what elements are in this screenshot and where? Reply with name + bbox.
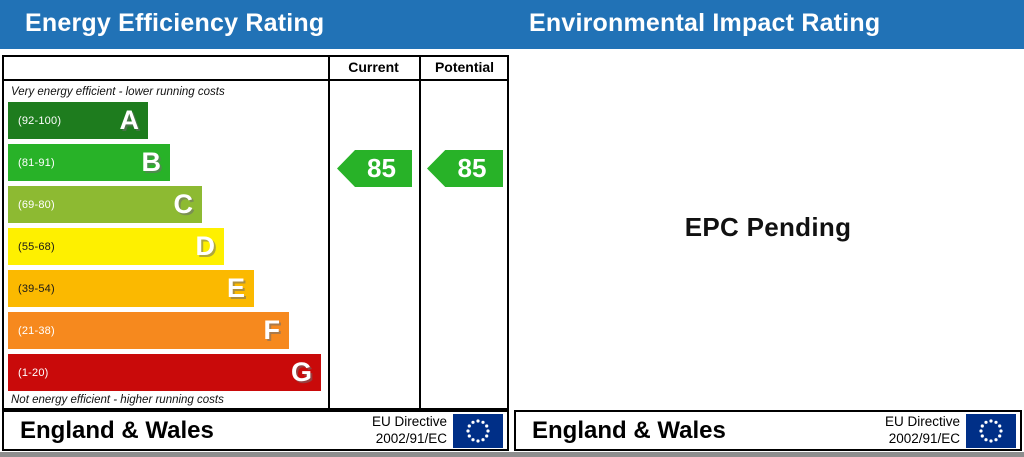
region-label: England & Wales	[20, 417, 214, 444]
footer-right: England & Wales EU Directive 2002/91/EC	[514, 410, 1022, 451]
bottom-shadow-strip	[0, 452, 1024, 457]
band-range-label: (39-54)	[18, 282, 55, 295]
band-D: (55-68) D	[8, 228, 224, 265]
band-letter: F	[263, 315, 281, 345]
band-A: (92-100) A	[8, 102, 148, 139]
eu-directive-label: EU Directive 2002/91/EC	[885, 414, 960, 447]
eu-directive-line2: 2002/91/EC	[888, 430, 960, 446]
potential-rating-arrow: 85	[427, 150, 503, 187]
band-letter: A	[119, 105, 140, 135]
eu-flag-icon	[453, 414, 503, 448]
band-letter: D	[195, 231, 216, 261]
current-column-header: Current	[348, 59, 399, 75]
band-range-label: (81-91)	[18, 156, 55, 169]
region-label: England & Wales	[532, 417, 726, 444]
efficient-note: Very energy efficient - lower running co…	[11, 86, 225, 98]
potential-rating-value: 85	[457, 153, 487, 183]
potential-column-header: Potential	[434, 59, 495, 75]
band-F: (21-38) F	[8, 312, 289, 349]
band-C: (69-80) C	[8, 186, 202, 223]
eu-flag-icon	[966, 414, 1016, 448]
band-B: (81-91) B	[8, 144, 170, 181]
band-letter: G	[290, 357, 312, 387]
eu-directive-label: EU Directive 2002/91/EC	[372, 414, 447, 447]
footer-left: England & Wales EU Directive 2002/91/EC	[2, 410, 509, 451]
table-divider-potential	[419, 55, 421, 410]
inefficient-note: Not energy efficient - higher running co…	[11, 394, 224, 406]
band-range-label: (1-20)	[18, 366, 49, 379]
environmental-impact-title: Environmental Impact Rating	[529, 9, 881, 37]
band-letter: B	[141, 147, 162, 177]
band-range-label: (92-100)	[18, 114, 62, 127]
band-E: (39-54) E	[8, 270, 254, 307]
title-bar	[0, 0, 1024, 49]
band-range-label: (21-38)	[18, 324, 55, 337]
energy-efficiency-title: Energy Efficiency Rating	[25, 9, 325, 37]
eu-directive-line1: EU Directive	[884, 414, 960, 429]
band-range-label: (55-68)	[18, 240, 55, 253]
current-rating-value: 85	[367, 153, 396, 183]
eu-directive-line1: EU Directive	[371, 414, 447, 429]
band-letter: E	[226, 273, 245, 303]
eu-directive-line2: 2002/91/EC	[375, 430, 447, 446]
band-G: (1-20) G	[8, 354, 321, 391]
band-letter: C	[173, 189, 194, 219]
table-header-rule	[2, 79, 509, 81]
table-divider-current	[328, 55, 330, 410]
epc-pending-message: EPC Pending	[684, 212, 852, 242]
band-range-label: (69-80)	[18, 198, 55, 211]
current-rating-arrow: 85	[337, 150, 412, 187]
